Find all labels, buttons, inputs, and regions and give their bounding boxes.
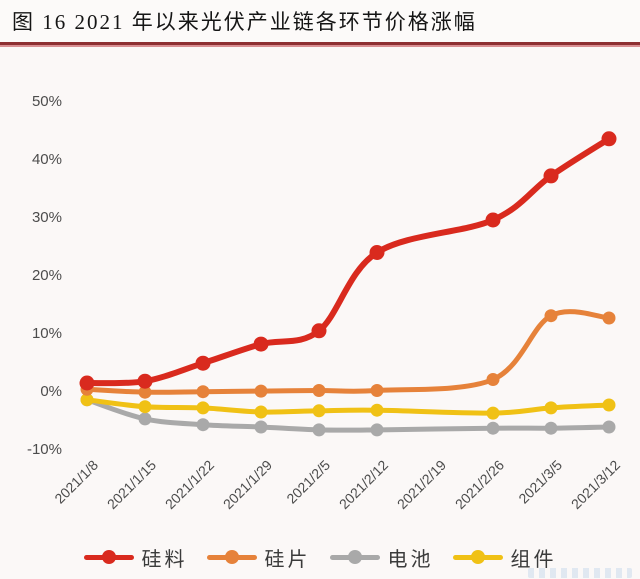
legend-label: 硅料	[141, 548, 188, 571]
y-tick-label: 30%	[32, 209, 62, 226]
series-marker-0	[543, 168, 559, 184]
series-marker-2	[196, 418, 210, 432]
series-line-3	[84, 397, 612, 416]
chart-legend: 硅料 硅片 电池 组件	[0, 543, 640, 571]
series-marker-3	[486, 406, 500, 420]
series-marker-3	[254, 405, 268, 419]
series-marker-3	[370, 403, 384, 417]
series-marker-1	[196, 385, 210, 399]
series-marker-1	[138, 385, 152, 399]
legend-item-1: 硅片	[206, 543, 311, 572]
x-tick-label: 2021/1/15	[104, 457, 160, 513]
series-marker-0	[485, 212, 501, 228]
legend-label: 硅片	[264, 548, 311, 571]
y-tick-label: 0%	[40, 383, 62, 400]
series-marker-0	[79, 375, 95, 391]
series-marker-1	[254, 384, 268, 398]
series-marker-0	[369, 245, 385, 260]
series-marker-2	[138, 412, 152, 426]
legend-label: 电池	[387, 548, 434, 571]
series-marker-2	[602, 420, 616, 434]
x-axis-labels: 2021/1/8 2021/1/15 2021/1/22 2021/1/29 2021/…	[51, 457, 623, 513]
x-tick-label: 2021/2/5	[283, 457, 333, 507]
series-marker-2	[370, 423, 384, 437]
y-tick-label: -10%	[27, 441, 62, 458]
series-marker-0	[195, 355, 211, 371]
series-marker-0	[253, 336, 269, 352]
x-tick-label: 2021/2/12	[336, 457, 392, 513]
legend-line-dot-icon	[83, 550, 134, 564]
series-line-0	[84, 135, 612, 387]
series-line-2	[84, 397, 612, 433]
legend-line-dot-icon	[452, 550, 503, 564]
y-tick-label: 40%	[32, 151, 62, 168]
x-tick-label: 2021/2/26	[452, 457, 508, 513]
legend-label: 组件	[510, 548, 557, 571]
y-axis-labels: 50% 40% 30% 20% 10% 0% -10%	[27, 93, 62, 458]
title-rule	[0, 42, 640, 47]
series-marker-0	[137, 373, 153, 389]
series-marker-2	[544, 421, 558, 435]
figure-header: 图 16 2021 年以来光伏产业链各环节价格涨幅	[0, 0, 640, 47]
x-tick-label: 2021/3/12	[568, 457, 624, 513]
series-layer	[79, 131, 617, 437]
series-marker-3	[196, 401, 210, 415]
y-tick-label: 20%	[32, 267, 62, 284]
x-tick-label: 2021/1/22	[162, 457, 218, 513]
series-marker-0	[311, 323, 327, 339]
line-chart-canvas: 50%40%30%20%10%0%-10% 2021/1/8 2021/1/15 2…	[27, 93, 623, 513]
series-marker-1	[602, 311, 616, 325]
legend-item-0: 硅料	[83, 543, 188, 572]
series-marker-1	[486, 373, 500, 386]
y-tick-label: 50%	[32, 93, 62, 110]
x-tick-label: 2021/3/5	[515, 457, 565, 507]
y-tick-label: 10%	[32, 325, 62, 342]
series-marker-3	[544, 401, 558, 415]
series-marker-2	[486, 421, 500, 435]
series-marker-3	[138, 400, 152, 414]
series-marker-2	[254, 420, 268, 434]
legend-item-3: 组件	[452, 543, 557, 572]
series-marker-3	[312, 404, 326, 418]
series-marker-3	[602, 398, 616, 412]
series-marker-3	[80, 393, 94, 407]
x-tick-label: 2021/1/29	[220, 457, 276, 513]
legend-line-dot-icon	[206, 550, 257, 564]
legend-line-dot-icon	[329, 550, 380, 564]
series-marker-1	[544, 309, 558, 323]
series-marker-0	[601, 131, 617, 147]
figure-title: 图 16 2021 年以来光伏产业链各环节价格涨幅	[12, 10, 477, 34]
x-tick-label: 2021/1/8	[51, 457, 101, 507]
series-marker-2	[312, 423, 326, 437]
watermark-smudge	[528, 568, 632, 578]
series-marker-1	[312, 384, 326, 397]
x-tick-label: 2021/2/19	[394, 457, 450, 513]
series-marker-1	[370, 384, 384, 397]
series-line-1	[84, 309, 612, 395]
legend-item-2: 电池	[329, 543, 434, 572]
